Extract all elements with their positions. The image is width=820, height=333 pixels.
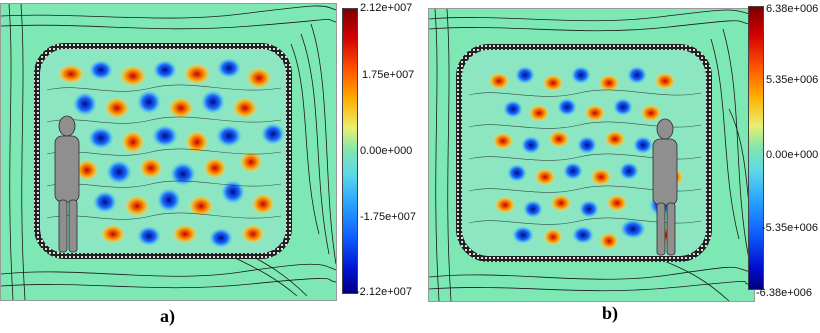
colorbar-a-tick-high: 1.75e+007: [362, 69, 415, 81]
colorbar-a-tick-zero: 0.00e+000: [360, 145, 413, 157]
panel-a: 2.12e+007 1.75e+007 0.00e+000 -1.75e+007…: [0, 2, 416, 326]
colorbar-b-tick-zero: 0.00e+000: [766, 149, 819, 161]
field-plot-a: [0, 3, 337, 301]
colorbar-b-tick-high: 5.35e+006: [766, 74, 819, 86]
field-map-a: [1, 4, 336, 300]
field-plot-b: [428, 8, 755, 302]
field-map-b: [429, 9, 754, 301]
human-figure-a: [54, 115, 80, 253]
panel-b: 6.38e+006 5.35e+006 0.00e+000 -5.35e+006…: [420, 0, 820, 333]
colorbar-b-tick-max: 6.38e+006: [766, 3, 819, 15]
caption-b: b): [602, 303, 619, 323]
colorbar-a: [342, 8, 358, 294]
field-blobs-a: [57, 58, 285, 248]
colorbar-a-tick-low: -1.75e+007: [360, 211, 416, 223]
colorbar-a-tick-max: 2.12e+007: [360, 2, 413, 14]
field-blobs-b: [488, 66, 684, 250]
colorbar-b: [748, 6, 764, 290]
human-figure-b: [652, 118, 678, 256]
colorbar-b-tick-low: -5.35e+006: [762, 222, 818, 234]
caption-a: a): [160, 306, 175, 326]
colorbar-b-tick-min: -6.38e+006: [756, 287, 812, 299]
colorbar-a-tick-min: -2.12e+007: [356, 286, 412, 298]
